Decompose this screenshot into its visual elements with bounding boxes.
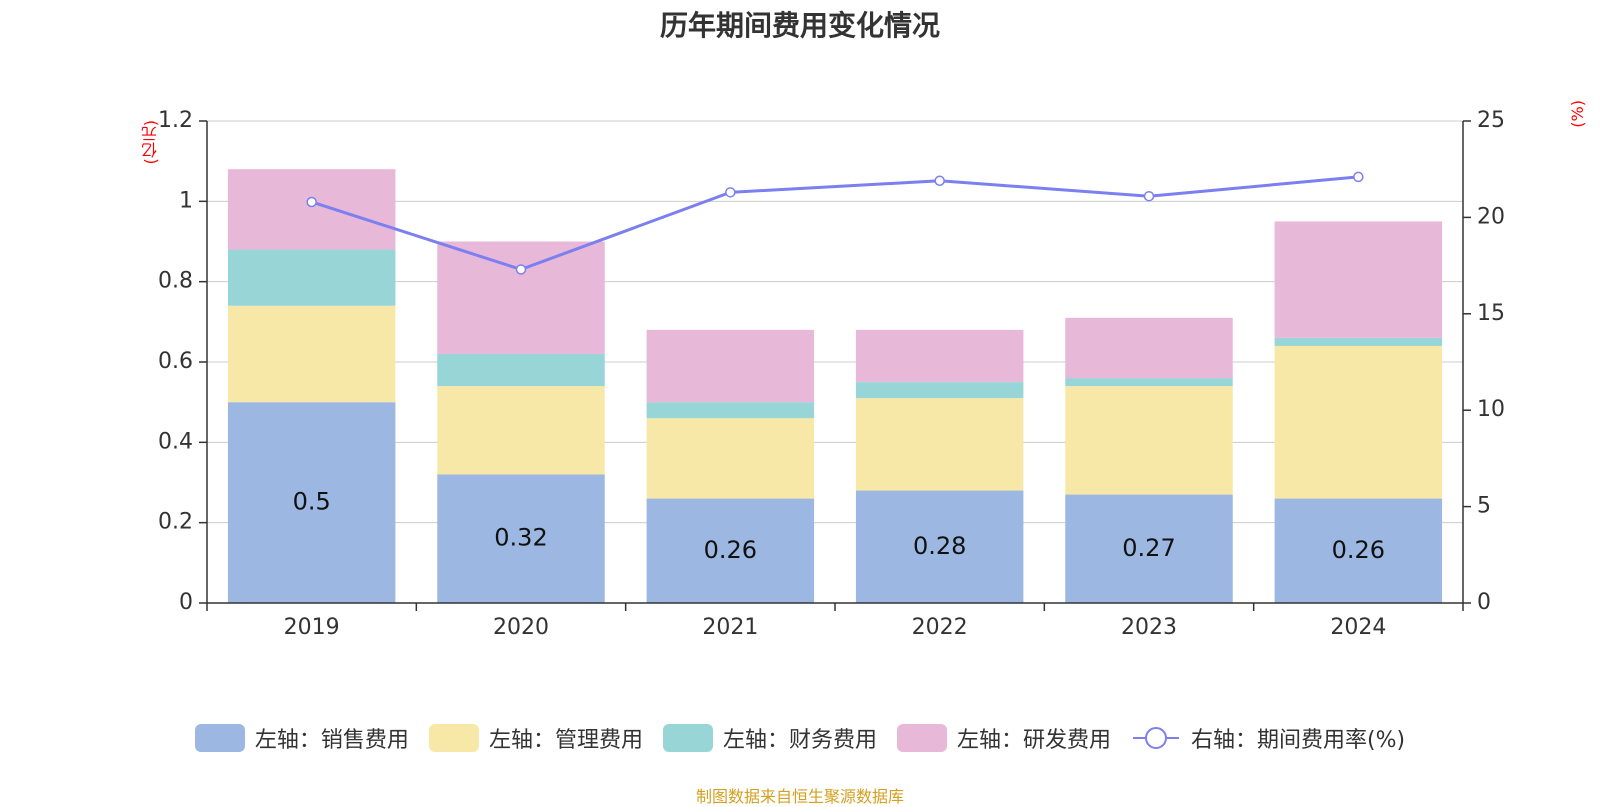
bar-0-2024 [1274, 498, 1443, 603]
legend: 左轴：销售费用 左轴：管理费用 左轴：财务费用 左轴：研发费用 右轴：期间费用率… [0, 722, 1600, 754]
bar-3-2024 [1274, 221, 1443, 338]
legend-swatch-rnd [896, 724, 947, 752]
expense-rate-point-2024 [1353, 171, 1364, 183]
bar-0-2019 [227, 402, 396, 603]
bar-2-2022 [855, 382, 1024, 399]
x-tick-label-2022: 2022 [912, 615, 968, 640]
data-label-2019: 0.5 [293, 488, 331, 516]
legend-swatch-sales [194, 724, 245, 752]
legend-label-admin: 左轴：管理费用 [488, 728, 643, 753]
bar-2-2024 [1274, 337, 1443, 346]
expense-rate-line [311, 175, 1359, 272]
chart-title: 历年期间费用变化情况 [659, 9, 940, 42]
legend-swatch-finance [662, 724, 713, 752]
bar-3-2023 [1065, 317, 1233, 379]
bar-1-2024 [1274, 345, 1443, 499]
right-tick-label: 15 [1477, 301, 1505, 326]
bar-2-2023 [1065, 378, 1233, 387]
x-tick-label-2023: 2023 [1121, 615, 1177, 640]
expense-rate-point-2023 [1143, 190, 1155, 202]
bar-1-2021 [646, 418, 815, 499]
left-tick-label: 0.4 [158, 429, 193, 454]
bar-2-2019 [227, 249, 396, 306]
bar-2-2020 [437, 353, 605, 387]
legend-label-rnd: 左轴：研发费用 [956, 728, 1111, 753]
expense-rate-point-2021 [725, 187, 736, 198]
legend-item-rnd[interactable]: 左轴：研发费用 [896, 722, 1111, 754]
right-tick-label: 0 [1477, 590, 1491, 615]
bar-0-2022 [855, 490, 1024, 603]
left-tick-label: 0.6 [158, 349, 193, 374]
legend-item-expense-rate[interactable]: 右轴：期间费用率(%) [1131, 722, 1405, 754]
bar-3-2021 [646, 329, 815, 403]
bar-0-2021 [646, 498, 815, 603]
bar-0-2023 [1065, 494, 1233, 603]
bar-3-2020 [437, 241, 605, 354]
legend-label-finance: 左轴：财务费用 [722, 728, 877, 753]
data-source-note: 制图数据来自恒生聚源数据库 [695, 787, 904, 806]
left-tick-label: 0.2 [158, 510, 193, 535]
x-tick-label-2024: 2024 [1330, 615, 1386, 640]
expense-rate-point-2019 [306, 196, 317, 208]
bar-0-2020 [437, 474, 605, 603]
bar-2-2021 [646, 402, 815, 419]
data-label-2020: 0.32 [494, 524, 547, 552]
left-tick-label: 0.8 [158, 269, 193, 294]
data-label-2024: 0.26 [1332, 536, 1385, 564]
data-label-2023: 0.27 [1122, 534, 1175, 562]
left-tick-label: 1 [179, 188, 193, 213]
legend-item-admin[interactable]: 左轴：管理费用 [428, 722, 643, 754]
data-label-2022: 0.28 [913, 532, 966, 560]
bar-1-2019 [227, 305, 396, 403]
data-label-2021: 0.26 [704, 536, 757, 564]
bar-1-2023 [1065, 386, 1233, 495]
bar-3-2022 [855, 329, 1024, 383]
left-tick-label: 0 [179, 590, 193, 615]
legend-line-swatch-icon [1132, 727, 1179, 749]
bar-3-2019 [227, 169, 396, 250]
expense-rate-point-2022 [934, 175, 945, 187]
left-tick-label: 1.2 [158, 108, 193, 133]
legend-item-finance[interactable]: 左轴：财务费用 [662, 722, 877, 754]
right-tick-label: 5 [1477, 494, 1491, 519]
x-tick-label-2020: 2020 [493, 615, 549, 640]
x-tick-label-2019: 2019 [284, 615, 340, 640]
legend-item-sales[interactable]: 左轴：销售费用 [194, 722, 409, 754]
legend-label-sales: 左轴：销售费用 [254, 728, 409, 753]
right-tick-label: 20 [1477, 204, 1505, 229]
bar-1-2020 [437, 386, 605, 475]
x-tick-label-2021: 2021 [702, 615, 758, 640]
legend-swatch-admin [428, 724, 479, 752]
right-tick-label: 10 [1477, 397, 1505, 422]
bar-1-2022 [855, 398, 1024, 491]
expense-rate-point-2020 [515, 264, 527, 275]
legend-label-expense-rate: 右轴：期间费用率(%) [1190, 728, 1406, 753]
right-tick-label: 25 [1477, 108, 1505, 133]
